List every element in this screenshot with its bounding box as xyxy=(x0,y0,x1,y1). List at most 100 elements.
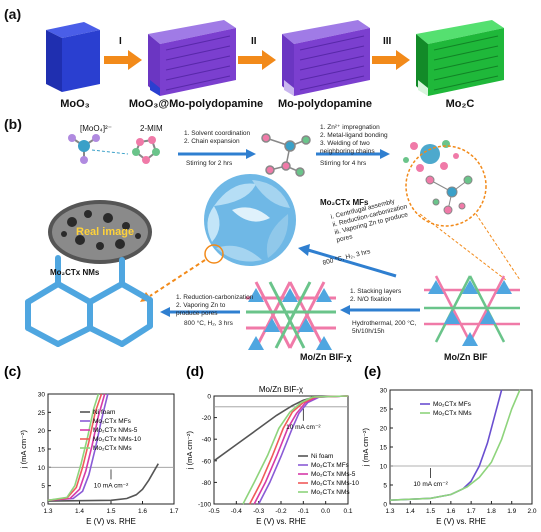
stack-steps: 1. Stacking layers 2. N/O fixation xyxy=(350,288,430,304)
x-tick-label: -0.5 xyxy=(208,508,220,515)
step-mo-pda-label: Mo-polydopamine xyxy=(277,98,373,110)
x-tick-label: 1.4 xyxy=(406,508,415,515)
hydro-line: 5h/10h/15h xyxy=(352,328,385,335)
nms-step-item: 1. Reduction-carbonization xyxy=(176,294,254,301)
x-tick-label: 1.6 xyxy=(138,508,147,515)
legend-entry: Mo₂CTx MFs xyxy=(311,462,350,469)
step2-condition: Stirring for 4 hrs xyxy=(320,160,367,167)
x-tick-label: 1.5 xyxy=(106,508,115,515)
panel-a-illustration xyxy=(46,20,504,96)
x-tick-label: 1.3 xyxy=(43,508,52,515)
legend-entry: Mo₂CTx NMs-10 xyxy=(311,480,359,487)
x-tick-label: 1.3 xyxy=(385,508,394,515)
y-tick-label: 30 xyxy=(380,388,388,395)
step1-list: 1. Solvent coordination 2. Chain expansi… xyxy=(184,130,264,146)
legend-entry: Mo₂CTx NMs-10 xyxy=(93,436,141,443)
y-tick-label: 0 xyxy=(383,502,387,509)
mo-polydopamine-rod xyxy=(282,20,370,96)
moo3-block xyxy=(46,22,100,92)
step2-item: 1. Zn²⁺ impregnation xyxy=(320,124,380,131)
y-tick-label: 25 xyxy=(380,407,388,414)
mim-label: 2-MIM xyxy=(140,124,163,133)
x-tick-label: 0.0 xyxy=(321,508,330,515)
nms-step-item: 2. Vaporing Zn to xyxy=(176,302,226,309)
x-axis-label: E (V) vs. RHE xyxy=(86,517,136,526)
y-tick-label: 30 xyxy=(38,392,46,399)
bif-x-label: Mo/Zn BIF-χ xyxy=(300,352,352,362)
step-mo2c-label: Mo₂C xyxy=(445,98,475,110)
y-tick-label: -60 xyxy=(202,458,212,465)
step-moo3-label: MoO₃ xyxy=(60,98,90,110)
legend-entry: Mo₂CTx NMs-5 xyxy=(93,427,138,434)
y-tick-label: 10 xyxy=(380,464,388,471)
step2-list: 1. Zn²⁺ impregnation 2. Metal-ligand bon… xyxy=(320,124,410,156)
zoom-circle xyxy=(405,145,487,227)
bif-framework xyxy=(424,275,520,346)
mfs-flower xyxy=(204,174,296,266)
nms-condition: 800 °C, H₂, 3 hrs xyxy=(184,320,233,327)
series-line xyxy=(47,393,109,502)
y-axis-label: j (mA cm⁻²) xyxy=(185,430,194,470)
panel-b-label: (b) xyxy=(4,116,22,132)
mfs-label: Mo₂CTx MFs xyxy=(320,198,369,207)
y-tick-label: 5 xyxy=(41,483,45,490)
stack-step-item: 2. N/O fixation xyxy=(350,296,392,303)
y-tick-label: -20 xyxy=(202,415,212,422)
x-axis-label: E (V) vs. RHE xyxy=(436,517,486,526)
step1-item: 1. Solvent coordination xyxy=(184,130,251,137)
x-tick-label: 1.7 xyxy=(467,508,476,515)
y-tick-label: 20 xyxy=(38,428,46,435)
hydro-condition: Hydrothermal, 200 °C, 5h/10h/15h xyxy=(352,320,432,336)
chart-panel-label: (c) xyxy=(4,363,21,379)
panel-a-label: (a) xyxy=(4,6,22,22)
chart-c: (c) 1.3 1.4 1.5 1.6 1.7 0 5 10 15 20 25 30 10 mA cm⁻²… xyxy=(4,363,179,526)
y-tick-label: -40 xyxy=(202,437,212,444)
step1-item: 2. Chain expansion xyxy=(184,138,240,145)
step2-item: neighboring chains xyxy=(320,148,375,155)
arrow-II-label: II xyxy=(251,36,257,47)
mo-ion-label: [MoO₄]²⁻ xyxy=(80,124,112,133)
y-axis-label: j (mA cm⁻²) xyxy=(361,427,370,467)
chain-molecule xyxy=(261,133,311,177)
zoom-lead-line xyxy=(419,213,507,281)
arrow-I-label: I xyxy=(119,36,122,47)
x-tick-label: 1.6 xyxy=(446,508,455,515)
real-image-ellipse xyxy=(48,200,152,264)
step1-condition: Stirring for 2 hrs xyxy=(186,160,233,167)
legend-entry: Mo₂CTx NMs xyxy=(433,410,472,417)
assembly-arrow xyxy=(307,248,397,278)
series-line xyxy=(248,395,349,505)
y-axis-label: j (mA cm⁻²) xyxy=(19,429,28,469)
series-line xyxy=(257,395,349,505)
chart-e: (e) 1.3 1.4 1.5 1.6 1.7 1.8 1.9 2.0 0 5 10 15 20 25 30 1… xyxy=(361,363,537,526)
series-line xyxy=(47,393,100,502)
step-moo3-pda-label: MoO₃@Mo-polydopamine xyxy=(128,98,264,110)
arrow-II xyxy=(238,50,276,70)
legend-entry: Mo₂CTx NMs xyxy=(93,445,132,452)
y-tick-label: 0 xyxy=(41,502,45,509)
x-tick-label: 1.7 xyxy=(169,508,178,515)
x-tick-label: 1.5 xyxy=(426,508,435,515)
y-tick-label: 20 xyxy=(380,426,388,433)
y-tick-label: -80 xyxy=(202,480,212,487)
y-tick-label: 25 xyxy=(38,410,46,417)
x-tick-label: 2.0 xyxy=(527,508,536,515)
x-tick-label: -0.3 xyxy=(253,508,265,515)
y-tick-label: 15 xyxy=(380,445,388,452)
chart-panel-label: (d) xyxy=(186,363,204,379)
x-axis-label: E (V) vs. RHE xyxy=(256,517,306,526)
y-tick-label: 0 xyxy=(207,394,211,401)
legend-entry: Mo₂CTx MFs xyxy=(93,418,132,425)
nms-step-item: produce pores xyxy=(176,310,218,317)
series-line xyxy=(389,389,521,501)
annotation-10ma: 10 mA cm⁻² xyxy=(94,482,129,489)
legend-entry: Mo₂CTx NMs-5 xyxy=(311,471,356,478)
x-tick-label: 0.1 xyxy=(343,508,352,515)
chart-d: (d) -0.5 -0.4 -0.3 -0.2 -0.1 0.0 0.1 0 -20 -40 -60 -… xyxy=(185,363,359,526)
stack-step-item: 1. Stacking layers xyxy=(350,288,402,295)
moo4-molecule xyxy=(68,134,129,164)
annotation-10ma: 10 mA cm⁻² xyxy=(413,481,448,488)
zoom-arrow-to-nms xyxy=(149,259,206,297)
y-tick-label: -100 xyxy=(198,502,211,509)
nms-lattice xyxy=(25,255,153,347)
